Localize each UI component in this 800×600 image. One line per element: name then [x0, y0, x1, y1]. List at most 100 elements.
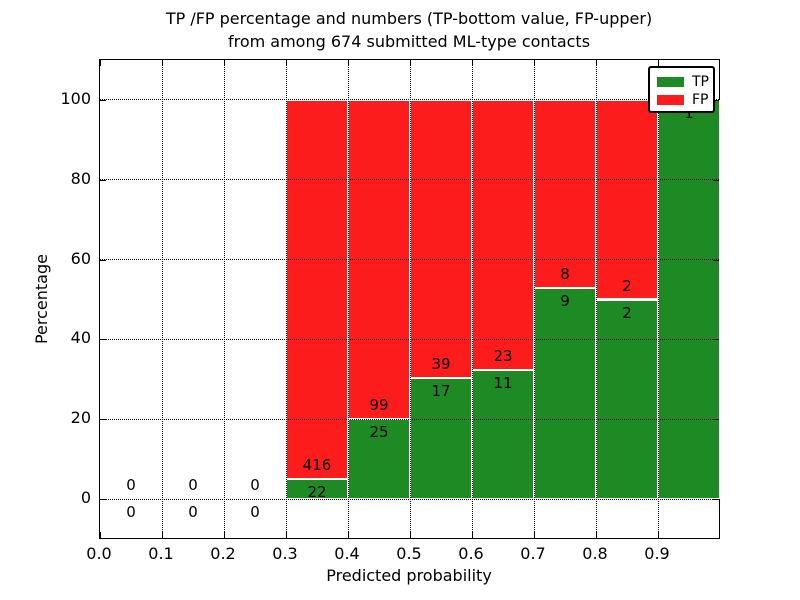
- bar-label-tp: 0: [126, 503, 136, 522]
- bar-label-fp: 416: [302, 456, 332, 475]
- x-gridline: [533, 60, 535, 538]
- x-tick-mark: [100, 532, 101, 538]
- x-tick-label: 0.0: [86, 544, 112, 563]
- x-tick-label: 0.5: [396, 544, 422, 563]
- x-gridline: [223, 60, 225, 538]
- y-tick-label: 80: [70, 168, 91, 188]
- bar-label-fp: 0: [188, 476, 198, 495]
- bar-label-fp: 39: [431, 354, 451, 373]
- x-gridline: [595, 60, 597, 538]
- legend-swatch-fp: [657, 95, 684, 105]
- y-tick-mark: [100, 259, 106, 261]
- x-gridline: [409, 60, 411, 538]
- x-tick-label: 0.4: [334, 544, 360, 563]
- legend-item-fp: FP: [657, 91, 713, 109]
- bar-segment-tp: [596, 299, 658, 500]
- bar-label-fp: 0: [250, 476, 260, 495]
- bar-label-tp: 0: [188, 503, 198, 522]
- x-tick-label: 0.2: [210, 544, 236, 563]
- y-tick-mark-right: [713, 419, 719, 421]
- x-tick-mark-top: [348, 60, 349, 66]
- y-tick-label: 0: [80, 488, 91, 508]
- bar-segment-tp: [410, 377, 472, 500]
- bar-label-fp: 2: [622, 276, 632, 295]
- y-tick-label: 60: [70, 248, 91, 268]
- x-tick-label: 0.3: [272, 544, 298, 563]
- chart-title-line2: from among 674 submitted ML-type contact…: [227, 32, 591, 51]
- x-tick-mark-top: [658, 60, 659, 66]
- chart-title-line1: TP /FP percentage and numbers (TP-bottom…: [165, 9, 653, 28]
- x-gridline: [657, 60, 659, 538]
- legend-label: FP: [692, 92, 709, 108]
- y-tick-mark-right: [713, 179, 719, 181]
- y-tick-mark: [100, 339, 106, 341]
- x-tick-mark-top: [596, 60, 597, 66]
- bar-segment-tp: [534, 287, 596, 500]
- bar-segment-tp: [348, 418, 410, 500]
- bar-label-fp: 99: [369, 395, 389, 414]
- x-tick-mark: [534, 532, 535, 538]
- x-tick-label: 0.1: [148, 544, 174, 563]
- y-tick-mark: [100, 499, 106, 501]
- legend-label: TP: [692, 74, 709, 90]
- y-tick-mark: [100, 179, 106, 181]
- bar-segment-tp: [658, 99, 720, 500]
- y-tick-mark-right: [713, 259, 719, 261]
- y-axis-label: Percentage: [32, 254, 51, 345]
- bar-label-fp: 23: [493, 346, 513, 365]
- x-tick-mark: [410, 532, 411, 538]
- x-axis-label: Predicted probability: [326, 566, 492, 585]
- x-tick-mark: [719, 532, 720, 538]
- y-tick-label: 100: [60, 88, 91, 108]
- x-tick-mark: [162, 532, 163, 538]
- y-tick-mark-right: [713, 99, 719, 101]
- x-tick-label: 0.7: [520, 544, 546, 563]
- bar-segment-fp: [596, 99, 658, 300]
- x-tick-mark: [596, 532, 597, 538]
- x-gridline: [285, 60, 287, 538]
- legend-item-tp: TP: [657, 73, 713, 91]
- y-tick-label: 40: [70, 328, 91, 348]
- bar-segment-tp: [472, 369, 534, 500]
- bar-segment-fp: [472, 99, 534, 370]
- y-tick-mark-right: [713, 499, 719, 501]
- y-tick-mark: [100, 99, 106, 101]
- x-tick-mark: [472, 532, 473, 538]
- bar-label-fp: 0: [126, 476, 136, 495]
- x-tick-mark: [224, 532, 225, 538]
- x-tick-label: 0.8: [582, 544, 608, 563]
- x-tick-label: 0.9: [644, 544, 670, 563]
- bar-label-tp: 0: [250, 503, 260, 522]
- x-tick-mark-top: [100, 60, 101, 66]
- bar-label-fp: 8: [560, 264, 570, 283]
- x-tick-label: 0.6: [458, 544, 484, 563]
- y-tick-mark: [100, 419, 106, 421]
- legend: TP FP: [648, 66, 715, 113]
- bar-segment-fp: [534, 99, 596, 288]
- bar-label-tp: 11: [493, 373, 513, 392]
- x-tick-mark-top: [162, 60, 163, 66]
- x-tick-mark: [286, 532, 287, 538]
- bar-label-tp: 22: [307, 483, 327, 502]
- bar-label-tp: 25: [369, 422, 389, 441]
- legend-swatch-tp: [657, 77, 684, 87]
- y-tick-mark-right: [713, 339, 719, 341]
- x-gridline: [471, 60, 473, 538]
- x-tick-mark-top: [534, 60, 535, 66]
- x-gridline: [161, 60, 163, 538]
- bar-label-tp: 2: [622, 303, 632, 322]
- y-tick-label: 20: [70, 408, 91, 428]
- bar-label-tp: 9: [560, 291, 570, 310]
- x-tick-mark: [658, 532, 659, 538]
- x-tick-mark-top: [224, 60, 225, 66]
- x-gridline: [347, 60, 349, 538]
- x-tick-mark-top: [410, 60, 411, 66]
- x-tick-mark-top: [286, 60, 287, 66]
- x-tick-mark-top: [719, 60, 720, 66]
- x-tick-mark-top: [472, 60, 473, 66]
- bar-segment-fp: [410, 99, 472, 378]
- bar-label-tp: 17: [431, 381, 451, 400]
- x-tick-mark: [348, 532, 349, 538]
